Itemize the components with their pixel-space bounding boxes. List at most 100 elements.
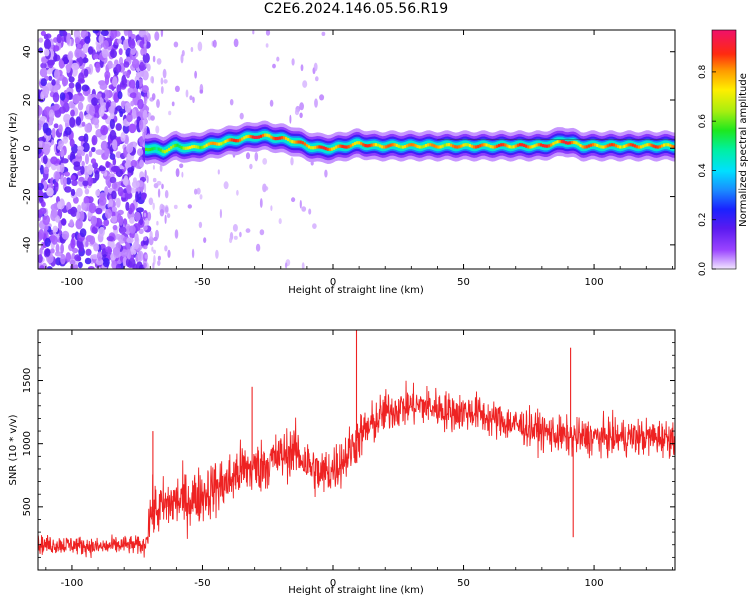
noise-blob: [108, 198, 114, 207]
noise-blob: [82, 142, 90, 153]
noise-blob: [54, 68, 60, 80]
noise-blob: [120, 249, 129, 258]
noise-dot: [233, 38, 239, 48]
ridge-cell: [625, 144, 628, 148]
ridge-cell: [669, 143, 672, 148]
noise-blob: [87, 176, 93, 187]
noise-blob: [131, 58, 140, 69]
ridge-cell: [506, 144, 509, 148]
ridge-cell: [631, 143, 634, 147]
ridge-cell: [600, 145, 603, 149]
noise-blob: [135, 71, 143, 78]
noise-blob: [42, 86, 50, 97]
noise-dot: [314, 98, 318, 108]
noise-blob: [69, 219, 74, 227]
noise-blob: [115, 63, 122, 73]
ridge-cell: [500, 143, 503, 147]
noise-dot: [144, 96, 147, 106]
ridge-cell: [278, 136, 281, 140]
noise-blob: [98, 166, 106, 172]
noise-blob: [127, 167, 134, 173]
noise-dot: [144, 169, 147, 179]
ridge-cell: [470, 144, 473, 148]
figure-title: C2E6.2024.146.05.56.R19: [263, 1, 449, 17]
noise-blob: [60, 148, 65, 158]
noise-blob: [41, 57, 48, 64]
noise-blob: [75, 83, 82, 93]
ridge-cell: [333, 146, 336, 150]
noise-blob: [143, 225, 148, 231]
ridge-cell: [262, 133, 265, 138]
ridge-cell: [512, 145, 515, 149]
noise-dot: [217, 169, 220, 175]
ridge-cell: [621, 145, 624, 149]
ridge-cell: [454, 145, 457, 149]
ridge-cell: [289, 139, 292, 143]
noise-dot: [270, 205, 273, 212]
noise-dot: [171, 101, 175, 107]
noise-blob: [80, 30, 89, 39]
noise-dot: [233, 235, 238, 240]
ridge-cell: [510, 145, 513, 149]
ridge-cell: [594, 143, 597, 147]
noise-blob: [126, 248, 132, 260]
ridge-cell: [498, 143, 501, 148]
noise-dot: [167, 249, 171, 258]
noise-blob: [46, 187, 54, 197]
ridge-cell: [579, 144, 582, 148]
ridge-cell: [587, 144, 590, 148]
ridge-cell: [583, 145, 586, 149]
ridge-cell: [663, 143, 666, 147]
ridge-cell: [427, 143, 430, 147]
noise-dot: [173, 204, 178, 209]
ridge-cell: [385, 145, 388, 149]
noise-blob: [109, 129, 117, 141]
x-tick-label: -100: [61, 277, 84, 288]
noise-blob: [142, 52, 150, 64]
ridge-cell: [287, 138, 290, 142]
noise-blob: [123, 39, 129, 50]
ridge-cell: [255, 135, 258, 139]
noise-blob: [123, 30, 129, 37]
ridge-cell: [155, 146, 158, 151]
ridge-cell: [443, 143, 446, 147]
noise-dot: [324, 169, 328, 178]
noise-blob: [50, 156, 58, 165]
y-tick-label: 0: [22, 145, 33, 151]
noise-blob: [56, 33, 62, 44]
ridge-cell: [249, 135, 252, 139]
noise-dot: [321, 31, 326, 36]
ridge-cell: [566, 141, 570, 145]
ridge-cell: [585, 145, 588, 149]
ridge-cell: [276, 136, 279, 141]
noise-blob: [64, 171, 70, 177]
colorbar-ticks: 0.0 0.2 0.4 0.6 0.8: [698, 64, 716, 276]
noise-blob: [57, 201, 62, 210]
noise-dot: [151, 246, 154, 252]
noise-blob: [100, 125, 108, 136]
noise-blob: [141, 192, 147, 201]
noise-blob: [103, 89, 110, 100]
noise-blob: [135, 79, 140, 90]
ridge-cell: [589, 143, 593, 147]
noise-dot: [142, 109, 148, 120]
noise-dot: [143, 212, 147, 217]
ridge-cell: [310, 146, 313, 150]
ridge-cell: [640, 145, 643, 149]
noise-blob: [84, 257, 92, 265]
noise-blob: [98, 226, 105, 237]
ridge-cell: [548, 144, 551, 148]
ridge-cell: [339, 144, 342, 148]
noise-blob: [85, 248, 92, 256]
noise-blob: [136, 92, 142, 100]
noise-dot: [192, 96, 195, 104]
noise-dot: [156, 58, 162, 65]
noise-blob: [60, 218, 67, 226]
noise-blob: [39, 207, 47, 215]
noise-blob: [84, 36, 91, 44]
noise-blob: [134, 211, 141, 222]
ridge-cell: [654, 145, 657, 149]
noise-dot: [276, 56, 280, 62]
ridge-cell: [295, 140, 298, 144]
noise-blob: [137, 148, 144, 157]
